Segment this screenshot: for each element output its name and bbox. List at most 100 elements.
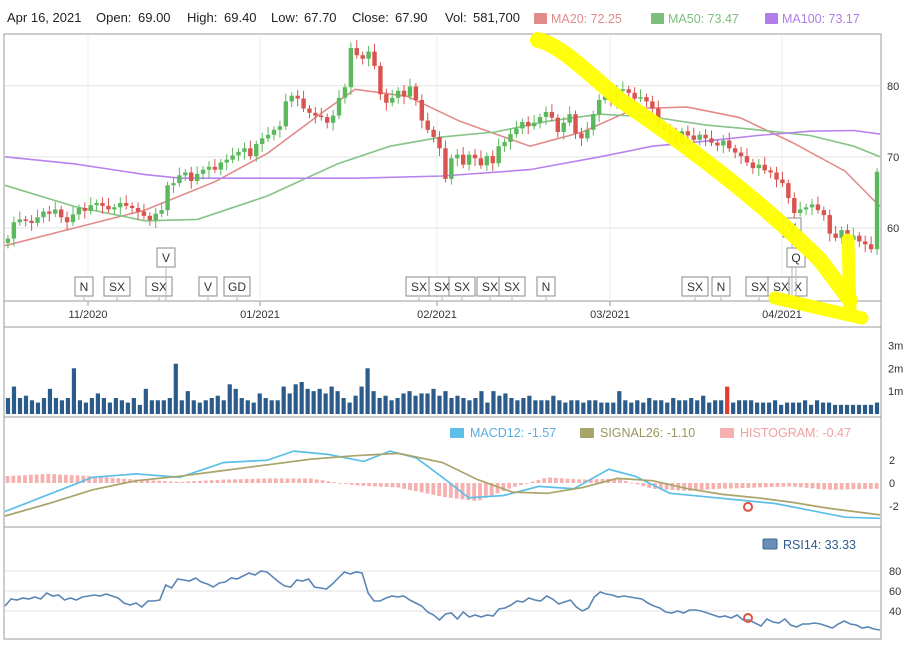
- candle-body: [431, 129, 436, 137]
- histogram-bar: [98, 476, 103, 483]
- ma50-legend-swatch: [651, 13, 664, 24]
- event-flag-label: SX: [151, 280, 167, 294]
- candle-body: [821, 210, 827, 216]
- histogram-bar: [443, 483, 447, 498]
- candle-body: [626, 89, 631, 93]
- histogram-bar: [128, 479, 132, 483]
- date-tick-label: 04/2021: [762, 309, 802, 321]
- candle-body: [638, 97, 643, 99]
- volume-bar: [323, 393, 328, 414]
- histogram-bar: [781, 483, 786, 487]
- volume-bar: [299, 382, 304, 414]
- histogram-bar: [262, 478, 267, 483]
- volume-bar: [383, 395, 388, 414]
- candle-body: [177, 175, 182, 184]
- volume-bar: [107, 402, 112, 414]
- candle-body: [129, 205, 135, 209]
- candle-body: [496, 146, 501, 164]
- candle-body: [762, 164, 767, 171]
- price-tick-label: 80: [887, 81, 899, 93]
- volume-bar: [467, 400, 472, 414]
- histogram-bar: [448, 483, 453, 498]
- event-flag-box: [536, 276, 556, 297]
- ma100-legend-swatch: [765, 13, 778, 24]
- candle-body: [224, 159, 229, 163]
- histogram-bar: [507, 483, 512, 489]
- volume-bar: [89, 398, 94, 414]
- histogram-bar: [769, 483, 774, 488]
- histogram-bar: [816, 483, 821, 489]
- candle-body: [76, 208, 82, 215]
- event-flag-label: SX: [411, 280, 427, 294]
- rsi-tick-label: 60: [889, 586, 901, 598]
- volume-y-axis: 3m 2m 1m: [888, 340, 903, 398]
- volume-bar: [173, 363, 178, 414]
- volume-bar: [521, 398, 526, 414]
- volume-bar: [425, 393, 430, 414]
- histogram-bar: [174, 481, 179, 483]
- histogram-bar: [244, 478, 249, 483]
- histogram-bar: [314, 479, 319, 483]
- candle-body: [697, 134, 702, 140]
- volume-bar: [401, 393, 406, 414]
- volume-bar: [874, 402, 880, 414]
- histogram-bar: [740, 483, 745, 489]
- volume-bar: [844, 404, 850, 414]
- event-flag-label: X: [794, 280, 802, 294]
- histogram-bar: [285, 478, 290, 483]
- price-panel: [3, 33, 882, 302]
- event-flag-label: Q: [791, 251, 800, 265]
- volume-bar: [419, 393, 424, 414]
- histogram-bar: [600, 478, 605, 483]
- histogram-bar: [717, 483, 722, 489]
- event-flag-box: [156, 247, 176, 268]
- histogram-bar: [577, 479, 582, 483]
- volume-bar: [802, 400, 808, 414]
- candle-body: [786, 183, 791, 199]
- histogram-bar: [793, 483, 797, 487]
- volume-bar: [527, 395, 532, 414]
- histogram-bar: [542, 478, 547, 483]
- histogram-bar: [553, 477, 558, 483]
- histogram-legend-label: HISTOGRAM: -0.47: [740, 426, 851, 440]
- candle-body: [514, 128, 519, 135]
- candle-body: [744, 156, 750, 163]
- histogram-bar: [699, 483, 704, 491]
- candle-body: [537, 117, 543, 123]
- candle-body: [106, 205, 111, 210]
- histogram-bar: [454, 483, 459, 499]
- ma100-line: [4, 129, 881, 179]
- histogram-bar: [583, 479, 587, 483]
- candle-body: [585, 129, 590, 139]
- candle-body: [254, 144, 259, 157]
- histogram-bar: [81, 475, 86, 483]
- histogram-bar: [151, 480, 156, 483]
- histogram-bar: [524, 483, 529, 484]
- volume-bar: [737, 400, 742, 414]
- candle-body: [189, 172, 194, 182]
- histogram-bar: [361, 483, 366, 486]
- volume-bar: [557, 400, 562, 414]
- candle-body: [685, 131, 691, 136]
- event-flag-box: [74, 276, 94, 297]
- candle-body: [780, 179, 785, 184]
- annotation-arrow-head: [768, 233, 869, 325]
- candle-body: [691, 135, 696, 140]
- candle-body: [709, 138, 714, 143]
- histogram-bar: [530, 481, 535, 483]
- volume-bar: [365, 368, 370, 414]
- histogram-bar: [559, 478, 564, 483]
- candle-body: [307, 108, 312, 113]
- histogram-bar: [63, 474, 68, 483]
- candle-body: [112, 207, 117, 210]
- volume-bar: [743, 400, 748, 414]
- candle-body: [443, 148, 448, 179]
- date-tick-label: 02/2021: [417, 309, 457, 321]
- candle-body: [200, 169, 206, 174]
- candle-body: [64, 217, 70, 223]
- ma20-legend-swatch: [534, 13, 547, 24]
- volume-bar: [503, 393, 508, 414]
- histogram-bar: [163, 481, 167, 483]
- histogram-bar: [483, 483, 488, 498]
- volume-bar: [203, 400, 208, 414]
